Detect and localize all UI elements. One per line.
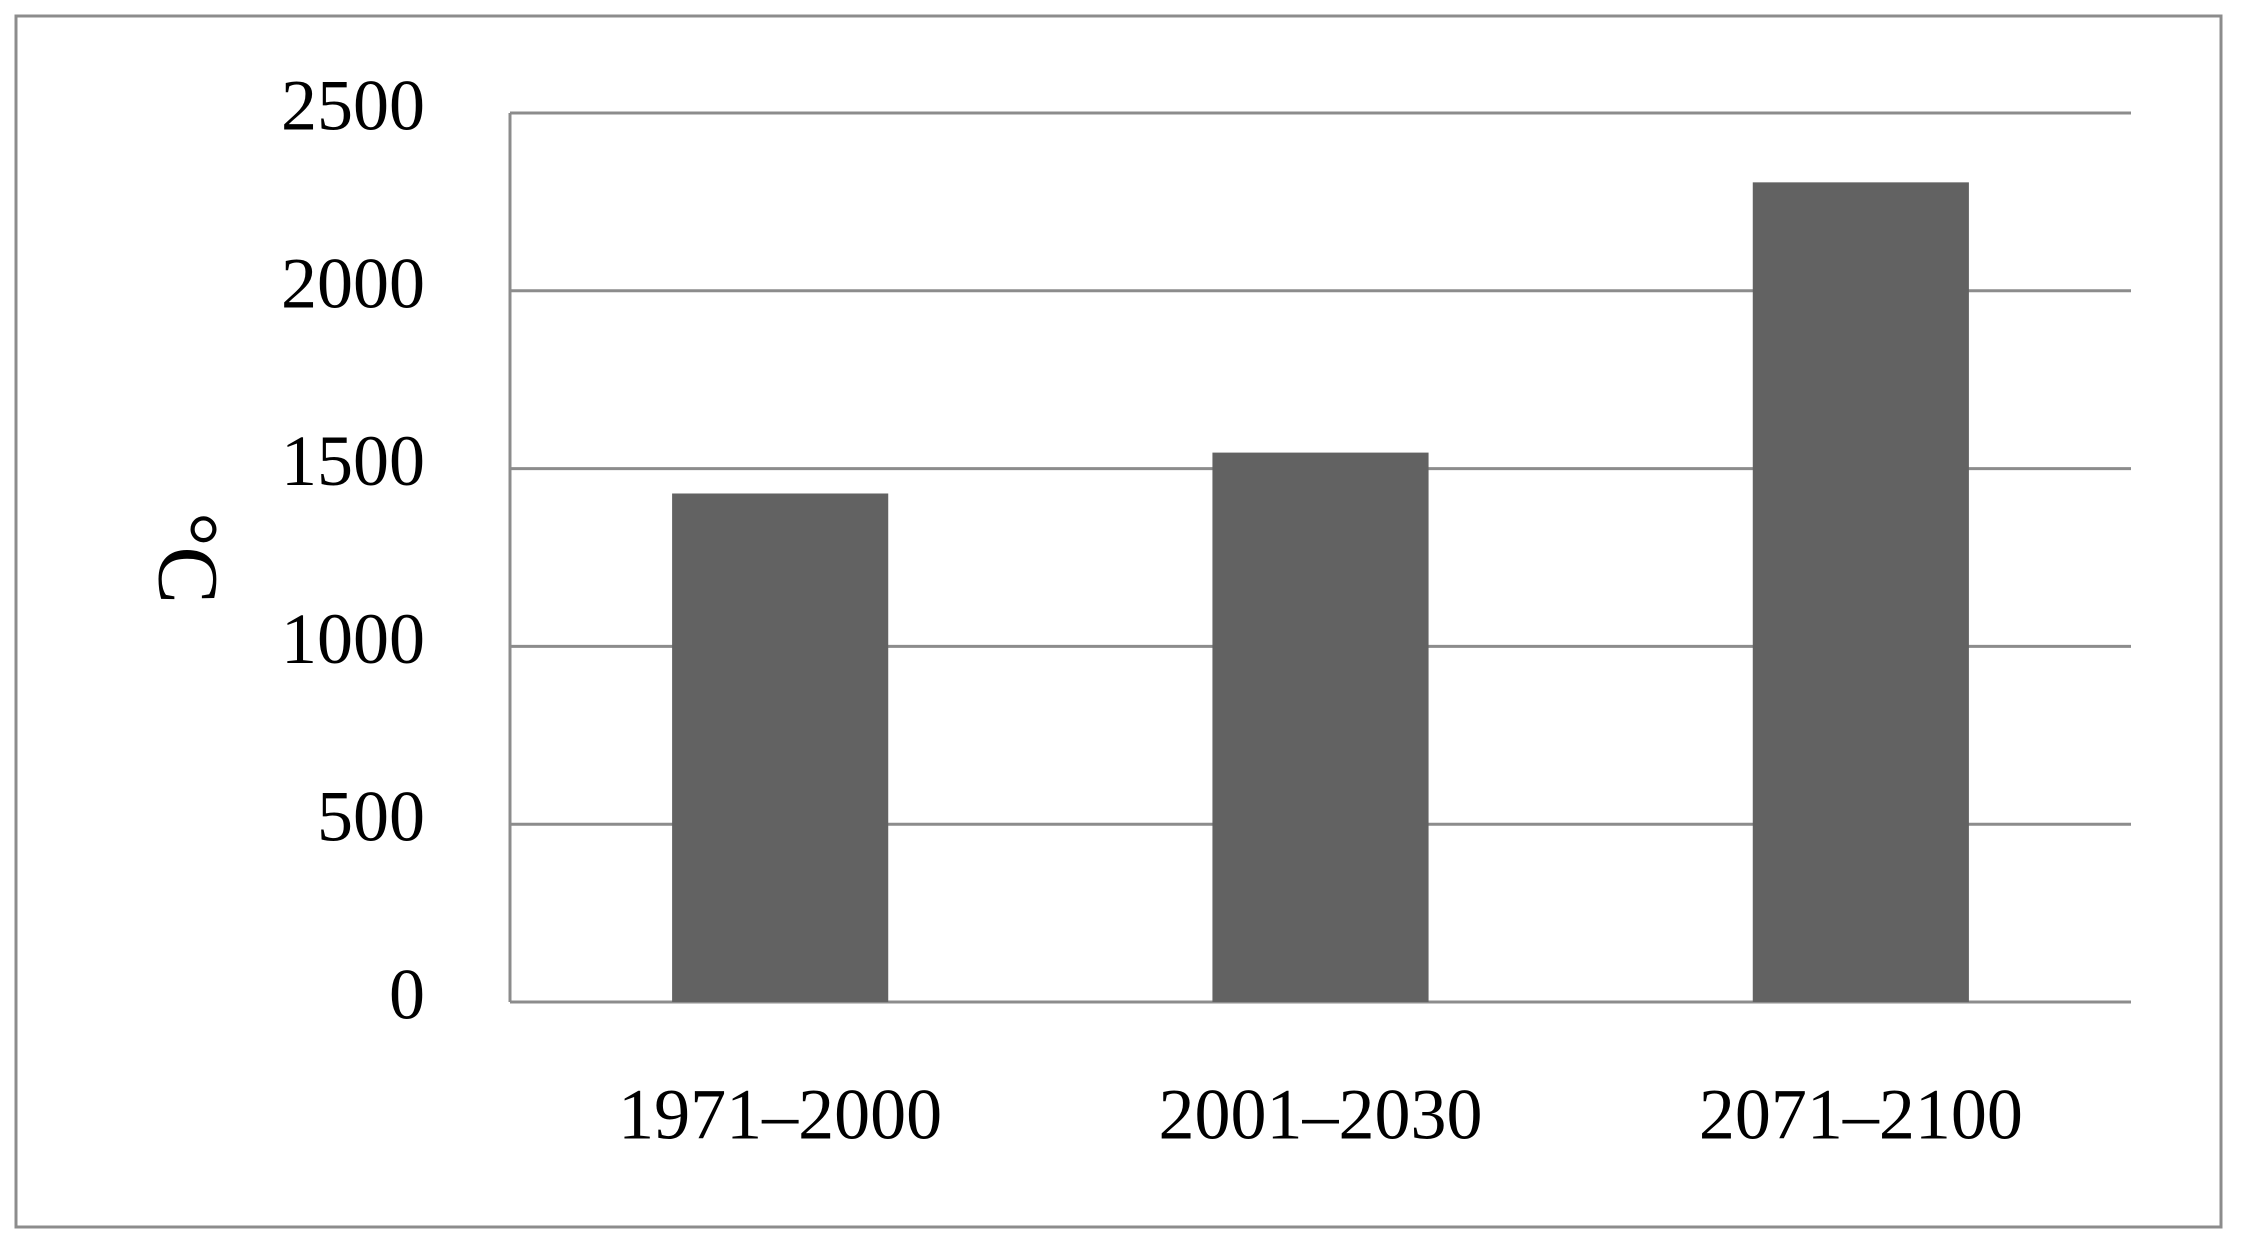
y-tick-label: 2000 — [281, 243, 425, 323]
y-axis-label: °C — [140, 512, 236, 604]
x-tick-label: 2001–2030 — [1159, 1075, 1483, 1155]
y-tick-label: 1500 — [281, 421, 425, 501]
y-tick-label: 2500 — [281, 66, 425, 146]
y-tick-label: 0 — [389, 955, 425, 1035]
y-tick-label: 500 — [317, 777, 425, 857]
bar — [1752, 182, 1969, 1003]
x-tick-label: 2071–2100 — [1699, 1075, 2023, 1155]
y-tick-label: 1000 — [281, 599, 425, 679]
bar — [672, 493, 889, 1002]
x-tick-label: 1971–2000 — [618, 1075, 942, 1155]
bar — [1212, 452, 1429, 1002]
